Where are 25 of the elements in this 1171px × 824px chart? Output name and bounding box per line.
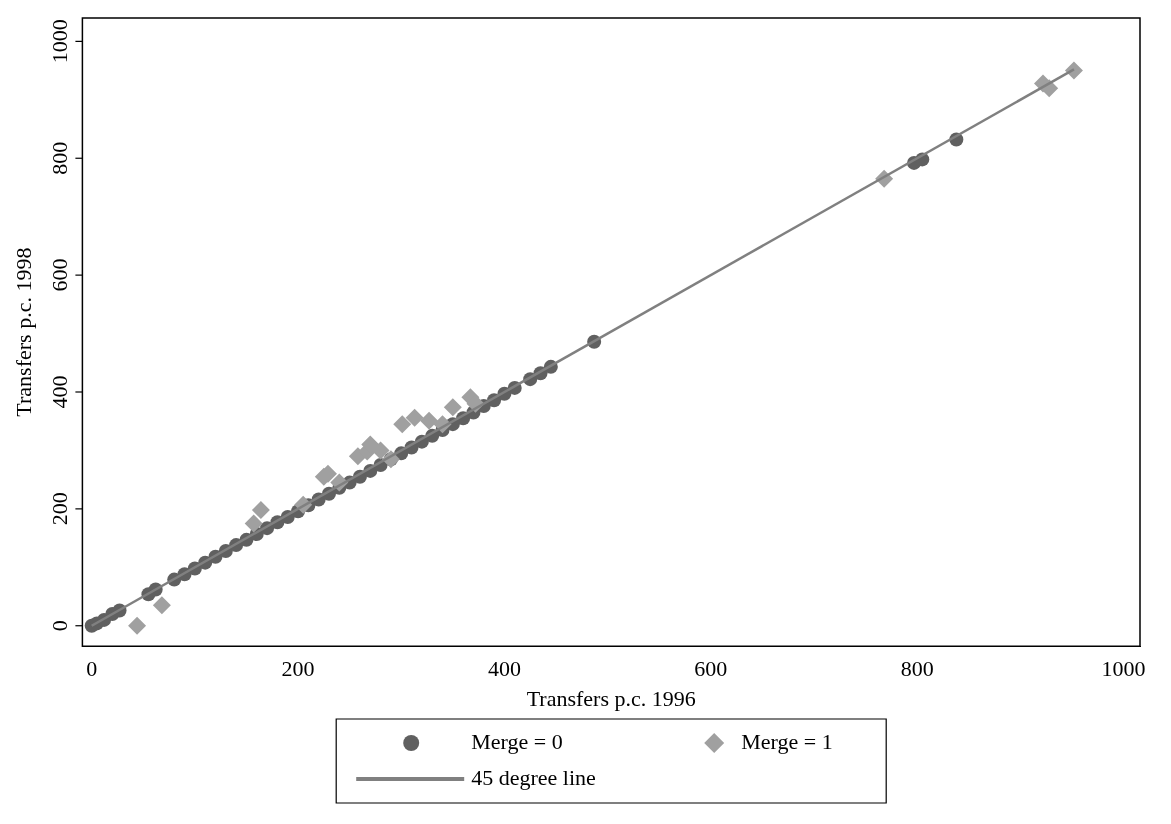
point: [128, 616, 147, 635]
point: [393, 415, 412, 434]
x-tick-label: 200: [281, 656, 315, 682]
y-tick-label: 600: [47, 258, 73, 292]
point: [251, 501, 270, 520]
point: [420, 411, 439, 430]
y-tick-label: 800: [47, 141, 73, 175]
legend-label: Merge = 1: [741, 728, 833, 754]
y-axis-title: Transfers p.c. 1998: [10, 247, 36, 417]
x-axis-title: Transfers p.c. 1996: [526, 685, 696, 711]
y-tick-label: 400: [47, 375, 73, 409]
y-tick-label: 1000: [47, 19, 73, 64]
point: [443, 398, 462, 417]
y-tick-label: 200: [47, 492, 73, 526]
x-tick-label: 400: [487, 656, 521, 682]
y-tick-label: 0: [47, 620, 73, 632]
legend-label: Merge = 0: [471, 728, 563, 754]
legend-label: 45 degree line: [471, 764, 596, 790]
point: [152, 596, 171, 615]
x-tick-label: 800: [900, 656, 934, 682]
x-tick-label: 600: [694, 656, 728, 682]
x-tick-label: 0: [86, 656, 98, 682]
point: [244, 514, 263, 533]
point: [405, 408, 424, 427]
x-tick-label: 1000: [1101, 656, 1146, 682]
